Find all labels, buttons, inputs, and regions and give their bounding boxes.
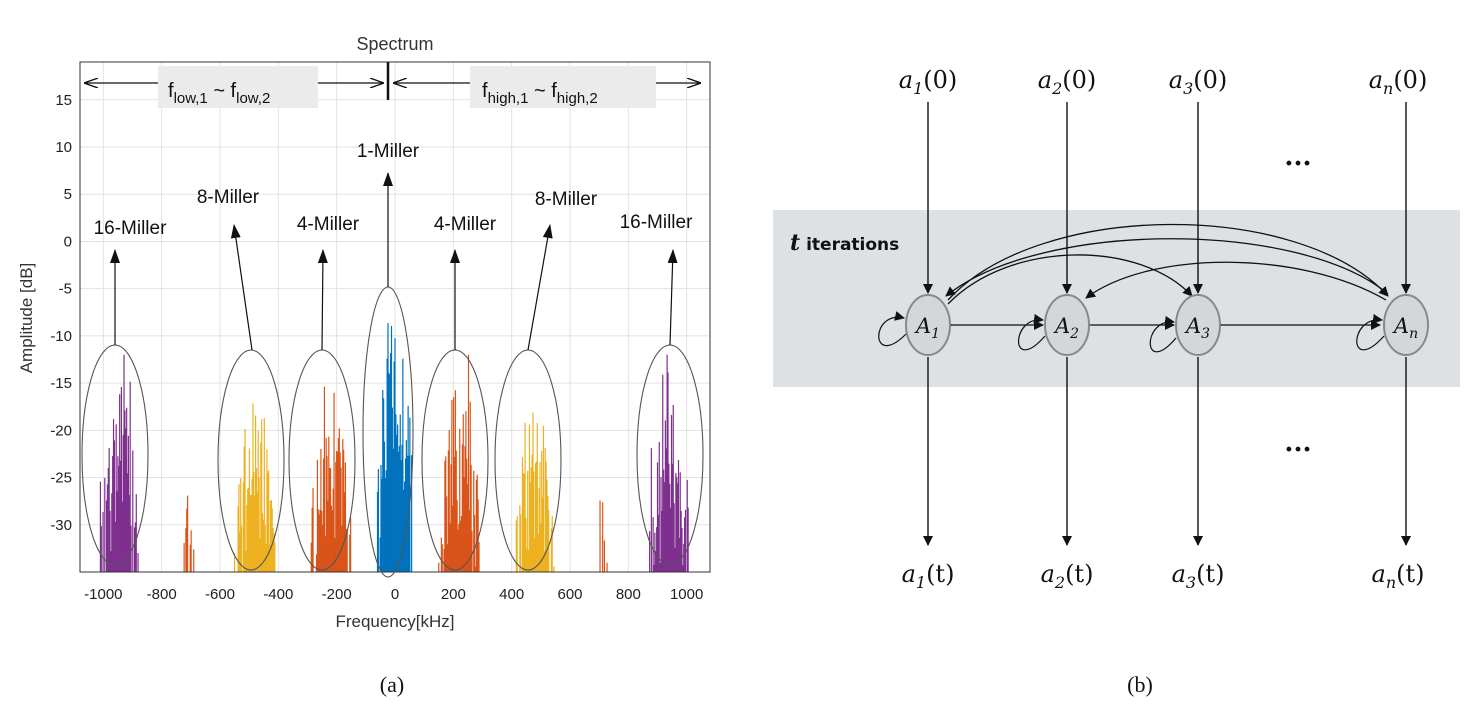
y-tick-label: 5 <box>64 186 72 203</box>
input-arrows <box>923 102 1411 294</box>
node-a3: A3 <box>1175 294 1221 356</box>
y-tick-label: -30 <box>50 517 72 534</box>
self-loops <box>878 311 1385 353</box>
x-tick-label: 200 <box>441 586 466 603</box>
arrow-16-miller-right <box>667 249 678 346</box>
self-loop-a3 <box>1149 315 1177 353</box>
link-an-to-a1 <box>945 238 1389 297</box>
band-label-high-bg <box>470 66 656 108</box>
self-loop-a2 <box>1017 313 1046 351</box>
y-tick-label: -25 <box>50 470 72 487</box>
svg-text:A1: A1 <box>914 314 940 342</box>
x-tick-labels: -1000 -800 -600 -400 -200 0 200 400 600 800 1000 <box>84 586 703 603</box>
y-tick-label: -10 <box>50 328 72 345</box>
input-a1: a1(0) <box>899 66 958 98</box>
arrow-4-miller-left <box>317 249 328 351</box>
ellipsis-bottom: ··· <box>1284 435 1311 465</box>
y-tick-label: -20 <box>50 422 72 439</box>
band-label-high: fhigh,1 ~ fhigh,2 <box>482 80 598 107</box>
ellipsis-top: ··· <box>1284 149 1311 179</box>
y-tick-label: 0 <box>64 233 72 250</box>
input-a3: a3(0) <box>1169 66 1228 98</box>
link-an-to-a2 <box>1085 261 1387 301</box>
link-a1-to-an <box>947 223 1389 301</box>
iterations-label: t iterations <box>790 230 899 256</box>
annotation-16-miller-left: 16-Miller <box>94 218 168 239</box>
caption-a: (a) <box>380 672 404 697</box>
y-axis-label: Amplitude [dB] <box>17 263 36 374</box>
annotation-arrows <box>110 172 678 351</box>
x-tick-label: -600 <box>205 586 235 603</box>
iterations-band <box>773 210 1460 387</box>
arrow-8-miller-right <box>527 224 553 351</box>
node-a2: A2 <box>1044 294 1090 356</box>
output-a2: a2(t) <box>1041 560 1094 592</box>
output-an: an(t) <box>1372 560 1425 592</box>
y-tick-label: -15 <box>50 375 72 392</box>
chart-title: Spectrum <box>356 34 433 54</box>
y-tick-label: -5 <box>59 281 72 298</box>
input-a2: a2(0) <box>1038 66 1097 98</box>
output-a3: a3(t) <box>1172 560 1225 592</box>
node-an: An <box>1383 294 1429 356</box>
link-a1-to-a3 <box>947 254 1193 305</box>
input-an: an(0) <box>1369 66 1428 98</box>
x-tick-label: 400 <box>499 586 524 603</box>
caption-b: (b) <box>1127 672 1153 697</box>
self-loop-an <box>1356 313 1385 351</box>
band-label-low-bg <box>158 66 318 108</box>
ellipse-8-miller-left <box>217 349 285 571</box>
x-tick-label: -400 <box>263 586 293 603</box>
x-tick-label: 1000 <box>670 586 703 603</box>
x-tick-label: -1000 <box>84 586 122 603</box>
annotation-4-miller-left: 4-Miller <box>297 214 360 235</box>
annotation-4-miller-right: 4-Miller <box>434 214 497 235</box>
svg-text:A3: A3 <box>1184 314 1210 342</box>
annotation-1-miller: 1-Miller <box>357 141 420 162</box>
self-loop-a1 <box>878 311 907 347</box>
y-tick-labels: 15 10 5 0 -5 -10 -15 -20 -25 -30 <box>50 92 72 534</box>
y-tick-label: 15 <box>55 92 72 109</box>
annotation-labels: 16-Miller 8-Miller 4-Miller 1-Miller 4-M… <box>94 141 694 239</box>
output-arrows <box>923 357 1411 546</box>
x-tick-label: -800 <box>147 586 177 603</box>
spectrum-bars <box>99 323 689 572</box>
annotation-16-miller-right: 16-Miller <box>620 212 694 233</box>
band-label-low: flow,1 ~ flow,2 <box>168 80 270 107</box>
x-tick-label: 600 <box>557 586 582 603</box>
y-tick-label: 10 <box>55 139 72 156</box>
spectrum-chart: Spectrum Frequency[kHz] Amplitude [dB] -… <box>17 34 711 631</box>
annotation-8-miller-right: 8-Miller <box>535 189 598 210</box>
arrow-8-miller-left <box>230 224 253 351</box>
x-tick-label: -200 <box>322 586 352 603</box>
iteration-diagram: t iterations a1(0) a2(0) a3(0) an(0) ···… <box>773 66 1460 592</box>
long-range-links <box>945 223 1389 305</box>
annotation-8-miller-left: 8-Miller <box>197 187 260 208</box>
nodes: A1 A2 A3 An <box>905 294 1429 356</box>
x-axis-label: Frequency[kHz] <box>335 612 454 631</box>
node-a1: A1 <box>905 294 951 356</box>
svg-text:An: An <box>1392 314 1418 342</box>
x-tick-label: 800 <box>616 586 641 603</box>
svg-text:A2: A2 <box>1053 314 1079 342</box>
output-a1: a1(t) <box>902 560 955 592</box>
x-tick-label: 0 <box>391 586 399 603</box>
